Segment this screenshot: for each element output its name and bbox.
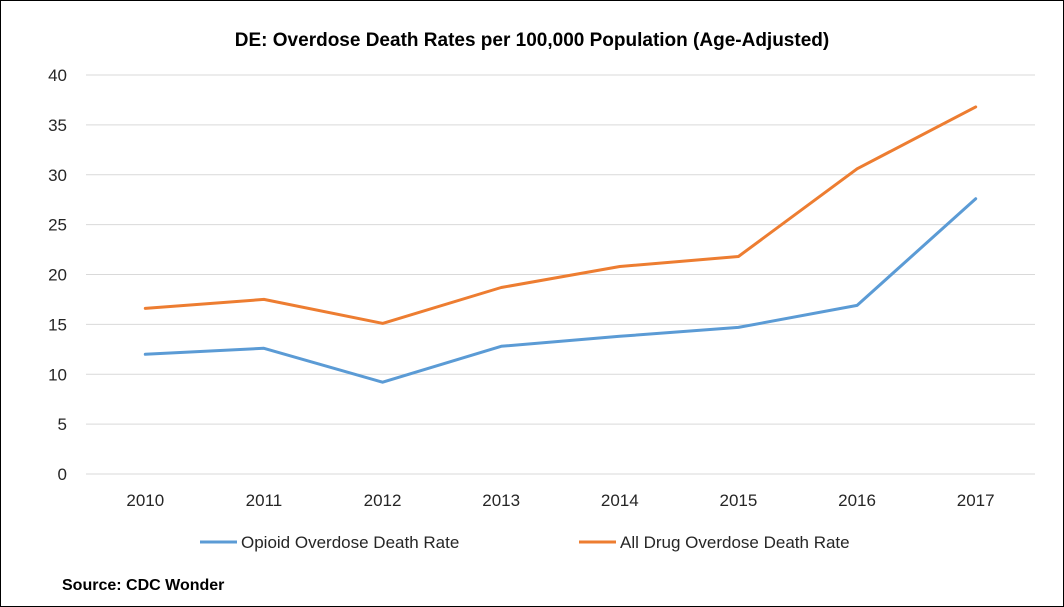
gridlines bbox=[86, 74, 1035, 475]
x-tick-label: 2012 bbox=[364, 491, 402, 510]
y-tick-label: 0 bbox=[58, 465, 67, 484]
series-line-opioid bbox=[143, 197, 978, 384]
y-tick-label: 30 bbox=[48, 166, 67, 185]
y-axis-tick-labels: 0 5 10 15 20 25 30 35 40 bbox=[48, 66, 67, 484]
x-axis-tick-labels: 2010 2011 2012 2013 2014 2015 2016 2017 bbox=[126, 491, 994, 510]
y-tick-label: 40 bbox=[48, 66, 67, 85]
legend-label-all-drug: All Drug Overdose Death Rate bbox=[620, 533, 850, 552]
series-line-all-drug bbox=[143, 105, 978, 325]
y-tick-label: 15 bbox=[48, 315, 67, 334]
y-tick-label: 25 bbox=[48, 216, 67, 235]
legend: Opioid Overdose Death Rate All Drug Over… bbox=[200, 533, 850, 552]
x-tick-label: 2014 bbox=[601, 491, 639, 510]
y-tick-label: 10 bbox=[48, 365, 67, 384]
series-lines bbox=[143, 105, 978, 384]
x-tick-label: 2015 bbox=[720, 491, 758, 510]
x-tick-label: 2010 bbox=[126, 491, 164, 510]
source-note: Source: CDC Wonder bbox=[62, 577, 224, 594]
chart-title: DE: Overdose Death Rates per 100,000 Pop… bbox=[235, 30, 829, 51]
y-tick-label: 35 bbox=[48, 116, 67, 135]
y-tick-label: 20 bbox=[48, 266, 67, 285]
x-tick-label: 2011 bbox=[246, 491, 283, 510]
x-tick-label: 2016 bbox=[838, 491, 876, 510]
legend-label-opioid: Opioid Overdose Death Rate bbox=[241, 533, 459, 552]
y-tick-label: 5 bbox=[58, 415, 67, 434]
x-tick-label: 2013 bbox=[482, 491, 520, 510]
x-tick-label: 2017 bbox=[957, 491, 995, 510]
